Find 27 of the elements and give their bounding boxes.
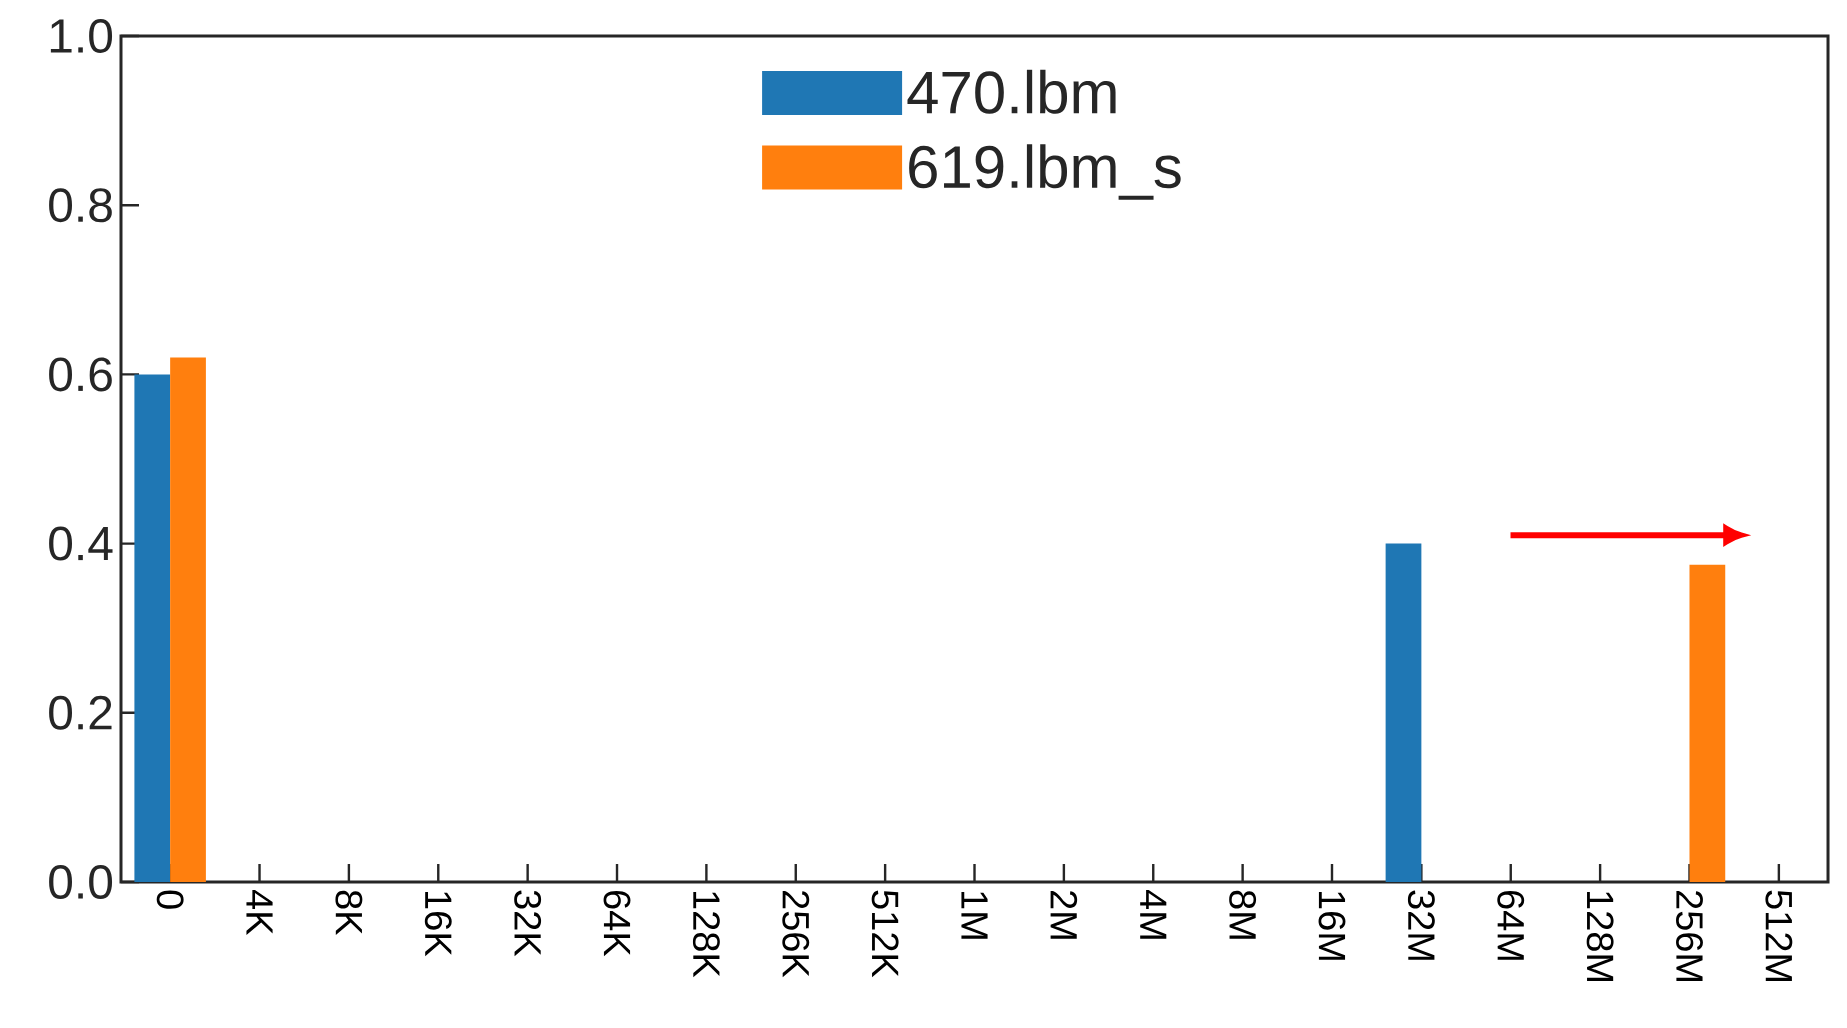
x-tick-label: 128M [1586,891,1614,981]
y-tick-label: 0.6 [49,357,112,392]
x-tick-label: 8M [1229,890,1257,939]
y-tick-label: 0.0 [49,865,113,899]
x-tick-label: 512K [871,890,899,978]
x-tick-label: 256K [782,890,810,978]
x-tick-label: 256M [1676,890,1703,981]
x-tick-label: 4M [1140,889,1167,939]
x-tick-label: 64M [1497,890,1525,960]
x-tick-label: 64K [603,890,631,957]
x-tick-label: 2M [1050,890,1078,939]
x-tick-label: 32M [1407,890,1435,960]
x-tick-label: 512M [1765,890,1793,981]
x-tick-label: 1M [961,891,988,939]
y-tick-label: 1.0 [50,19,113,53]
x-tick-label: 16M [1318,891,1346,960]
x-tick-label: 128K [692,891,720,978]
legend-label: 470.lbm [907,69,1116,114]
y-tick-label: 0.8 [49,188,112,223]
x-tick-label: 16K [424,891,452,957]
legend-label: 619.lbm_s [909,144,1181,200]
x-tick-label: 4K [246,889,273,936]
y-tick-label: 0.4 [49,526,113,561]
y-tick-label: 0.2 [49,695,112,730]
x-tick-label: 8K [335,890,363,936]
x-tick-label: 32K [514,890,542,957]
x-tick-label: 0 [156,890,184,909]
